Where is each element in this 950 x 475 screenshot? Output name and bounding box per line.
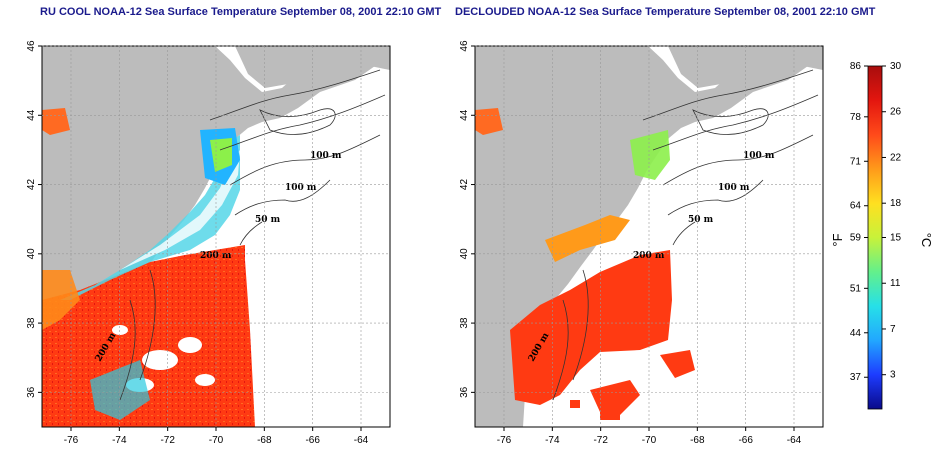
land-mass (475, 46, 808, 427)
contour-label-100m-b: 100 m (718, 183, 750, 193)
celsius-tick-label: 15 (890, 233, 902, 244)
lon-tick-label: -68 (257, 435, 272, 446)
contour-label-50m: 50 m (688, 215, 714, 225)
bathymetry-contours (119, 69, 386, 401)
coastal-cool-south (90, 360, 150, 420)
map-panel-right: 100 m 100 m 50 m 200 m 200 m -76 -74 -72 -7… (459, 40, 824, 446)
celsius-tick-label: 22 (890, 152, 902, 163)
contour-label-50m: 50 m (255, 215, 281, 225)
celsius-tick-label: 3 (890, 370, 896, 381)
gridlines-right (475, 45, 823, 427)
fahrenheit-tick-label: 51 (850, 283, 862, 294)
inland-warm-patch (42, 108, 70, 135)
lon-tick-label: -72 (593, 435, 608, 446)
lat-tick-label: 46 (26, 40, 37, 52)
lat-tick-label: 46 (459, 40, 470, 52)
fahrenheit-tick-label: 44 (850, 328, 862, 339)
lat-tick-label: 36 (26, 386, 37, 398)
fahrenheit-tick-label: 59 (850, 233, 862, 244)
lat-tick-label: 44 (26, 109, 37, 121)
lat-tick-label: 36 (459, 386, 470, 398)
axis-ticks-left: -76 -74 -72 -70 -68 -66 -64 46 44 42 40 38 36 (26, 40, 369, 446)
fahrenheit-tick-label: 71 (850, 156, 862, 167)
coastal-warm-band (545, 215, 630, 262)
celsius-tick-label: 11 (890, 278, 901, 289)
celsius-tick-label: 18 (890, 198, 902, 209)
sst-warm-patches (570, 350, 695, 420)
fahrenheit-tick-label: 78 (850, 112, 862, 123)
contour-label-100m-a: 100 m (310, 151, 342, 161)
lon-tick-label: -74 (545, 435, 560, 446)
colorbar: 86 78 71 64 59 51 44 37 30 26 22 18 15 11 7 3 °F °C (830, 61, 934, 410)
fahrenheit-tick-label: 37 (850, 372, 862, 383)
celsius-unit-label: °C (919, 233, 934, 248)
colorbar-celsius-ticks: 30 26 22 18 15 11 7 3 (882, 61, 902, 381)
bathymetry-contours (552, 69, 819, 401)
celsius-tick-label: 26 (890, 107, 902, 118)
map-panel-left: 100 m 100 m 50 m 200 m 200 m -76 -74 -72 -7… (26, 40, 391, 446)
lon-tick-label: -68 (690, 435, 705, 446)
lon-tick-label: -64 (354, 435, 369, 446)
lat-tick-label: 44 (459, 109, 470, 121)
gulf-of-maine-mixed (630, 130, 670, 180)
colorbar-fahrenheit-ticks: 86 78 71 64 59 51 44 37 (850, 61, 868, 383)
lat-tick-label: 42 (26, 179, 37, 191)
map-title-right: DECLOUDED NOAA-12 Sea Surface Temperatur… (455, 6, 876, 18)
lat-tick-label: 42 (459, 179, 470, 191)
contour-label-100m-b: 100 m (285, 183, 317, 193)
lon-tick-label: -76 (64, 435, 79, 446)
lon-tick-label: -76 (497, 435, 512, 446)
map-title-left: RU COOL NOAA-12 Sea Surface Temperature … (40, 6, 442, 18)
lat-tick-label: 38 (459, 317, 470, 329)
lon-tick-label: -64 (787, 435, 802, 446)
lon-tick-label: -66 (305, 435, 320, 446)
axis-ticks-right: -76 -74 -72 -70 -68 -66 -64 46 44 42 40 38 36 (459, 40, 802, 446)
lat-tick-label: 40 (459, 248, 470, 260)
lat-tick-label: 40 (26, 248, 37, 260)
celsius-tick-label: 30 (890, 61, 902, 72)
fahrenheit-tick-label: 86 (850, 61, 862, 72)
fahrenheit-unit-label: °F (830, 233, 845, 246)
lon-tick-label: -72 (160, 435, 175, 446)
lon-tick-label: -66 (738, 435, 753, 446)
celsius-tick-label: 7 (890, 324, 896, 335)
lon-tick-label: -70 (209, 435, 224, 446)
contour-label-100m-a: 100 m (743, 151, 775, 161)
fahrenheit-tick-label: 64 (850, 201, 862, 212)
sst-warm-field (510, 250, 672, 405)
colorbar-bar (867, 65, 883, 410)
gulf-of-maine-mixed (210, 138, 232, 172)
shore-warm-patch (42, 270, 80, 330)
inland-warm-patch (475, 108, 503, 135)
land-mass (42, 46, 375, 427)
lat-tick-label: 38 (26, 317, 37, 329)
lon-tick-label: -74 (112, 435, 127, 446)
lon-tick-label: -70 (642, 435, 657, 446)
gridlines-left (42, 45, 390, 427)
